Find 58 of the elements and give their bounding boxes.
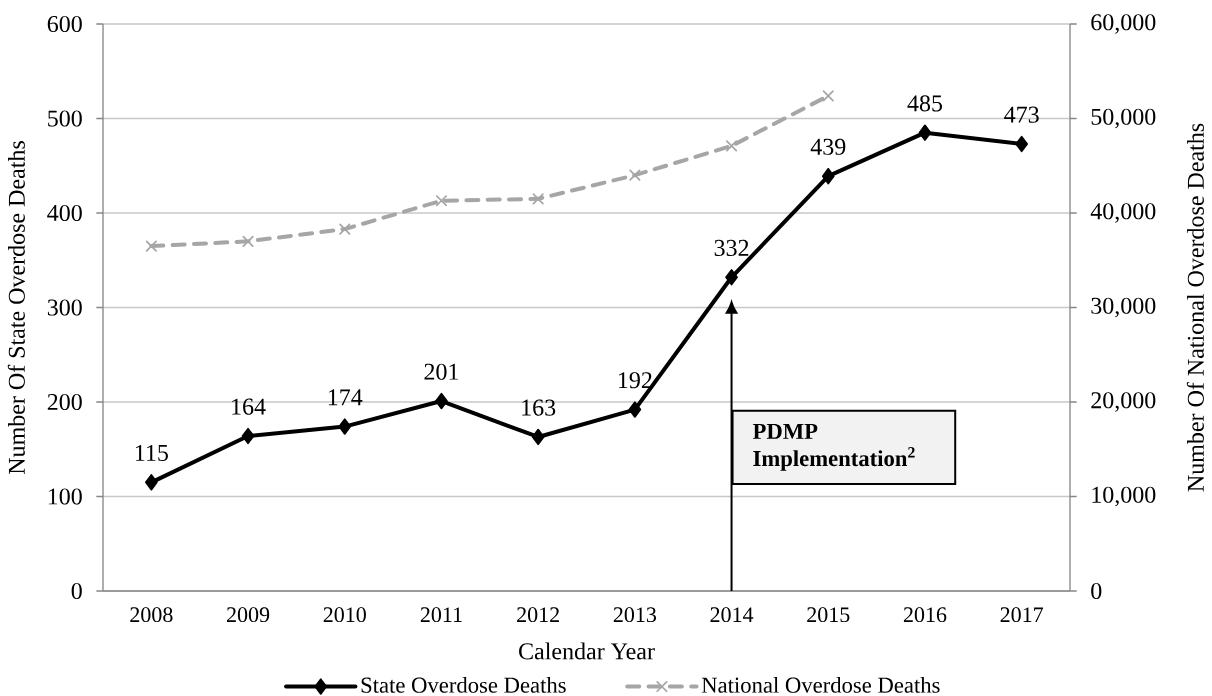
x-tick-label: 2010 bbox=[323, 607, 366, 623]
data-label: 192 bbox=[618, 372, 652, 389]
y-tick-label: 600 bbox=[47, 15, 82, 33]
point bbox=[241, 427, 255, 445]
y-tick-label: 400 bbox=[47, 204, 82, 222]
point bbox=[628, 401, 642, 418]
y-tick-label: 300 bbox=[47, 299, 82, 316]
y2-tick-label: 10,000 bbox=[1092, 486, 1156, 507]
x-tick-label: 2011 bbox=[420, 607, 462, 623]
point bbox=[242, 235, 254, 247]
point bbox=[338, 418, 352, 435]
y2-tick-label: 60,000 bbox=[1091, 14, 1156, 34]
y-tick-label: 100 bbox=[48, 488, 82, 505]
data-label: 163 bbox=[522, 399, 556, 416]
point bbox=[1015, 135, 1029, 153]
point bbox=[725, 269, 738, 286]
data-label: 115 bbox=[135, 444, 168, 462]
data-label: 332 bbox=[714, 239, 749, 256]
x-tick-label: 2009 bbox=[227, 607, 270, 623]
data-label: 473 bbox=[1004, 106, 1039, 123]
y2-tick-label: 20,000 bbox=[1091, 392, 1156, 412]
x-tick-label: 2008 bbox=[130, 607, 173, 623]
data-label: 174 bbox=[328, 389, 363, 406]
annotation: PDMP Implementation$^{2}$ bbox=[752, 423, 915, 471]
point bbox=[144, 474, 158, 491]
y2-tick-label: 0 bbox=[1091, 582, 1102, 600]
point bbox=[629, 169, 641, 181]
data-label: 164 bbox=[232, 398, 266, 415]
point bbox=[435, 392, 448, 410]
x-axis-title: Calendar Year bbox=[519, 642, 655, 660]
x-tick-label: 2017 bbox=[1000, 607, 1044, 623]
y-tick-label: 200 bbox=[47, 393, 82, 411]
y2-tick-label: 50,000 bbox=[1091, 108, 1156, 129]
y-tick-label: 500 bbox=[48, 110, 82, 127]
x-tick-label: 2013 bbox=[613, 607, 656, 623]
y-axis-title: Number Of State Overdose Deaths bbox=[7, 141, 25, 475]
data-label: 201 bbox=[424, 363, 459, 380]
data-label: 439 bbox=[810, 138, 846, 155]
legend-label: National Overdose Deaths bbox=[701, 676, 940, 693]
x-tick-label: 2014 bbox=[710, 607, 754, 623]
point bbox=[821, 167, 835, 185]
point bbox=[531, 428, 545, 446]
data-label: 485 bbox=[907, 95, 943, 112]
x-tick-label: 2015 bbox=[807, 607, 850, 623]
y2-tick-label: 30,000 bbox=[1091, 297, 1156, 318]
point bbox=[339, 223, 351, 235]
point bbox=[918, 124, 932, 141]
x-tick-label: 2012 bbox=[517, 607, 559, 623]
legend-label: State Overdose Deaths bbox=[361, 676, 566, 693]
point bbox=[145, 240, 157, 252]
point bbox=[435, 195, 448, 207]
y2-tick-label: 40,000 bbox=[1090, 203, 1156, 223]
x-tick-label: 2016 bbox=[903, 607, 947, 623]
point bbox=[822, 90, 834, 102]
y2-axis-title: Number Of National Overdose Deaths bbox=[1186, 123, 1204, 492]
point bbox=[532, 193, 544, 205]
y-tick-label: 0 bbox=[71, 582, 82, 600]
point bbox=[725, 140, 738, 152]
